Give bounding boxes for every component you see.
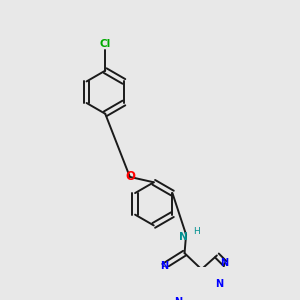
Text: Cl: Cl [100, 40, 111, 50]
Text: H: H [193, 227, 200, 236]
Text: N: N [215, 279, 223, 289]
Text: N: N [174, 297, 182, 300]
Text: N: N [220, 258, 229, 268]
Text: N: N [160, 261, 168, 271]
Text: N: N [178, 232, 188, 242]
Text: O: O [125, 170, 135, 183]
